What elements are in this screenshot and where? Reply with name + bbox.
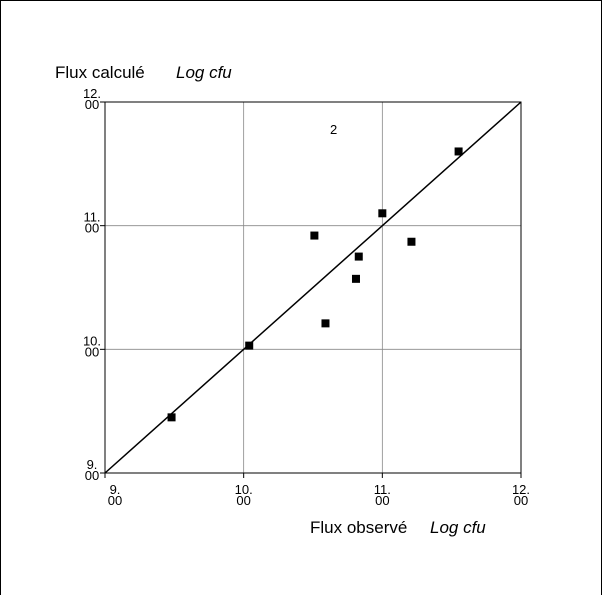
- x-tick-label: 9. 00: [108, 482, 122, 508]
- point: [245, 341, 254, 350]
- plot-area: [104, 101, 522, 474]
- point: [321, 319, 330, 328]
- x-axis-unit: Log cfu: [430, 518, 486, 537]
- point: [407, 237, 416, 246]
- point: [378, 209, 387, 218]
- x-tick-label: 12. 00: [512, 482, 530, 508]
- point: [351, 274, 360, 283]
- y-tick-label: 10. 00: [83, 333, 101, 359]
- x-axis-title: Flux observé: [310, 518, 407, 537]
- y-axis-title: Flux calculé: [55, 63, 145, 82]
- point: [354, 252, 363, 261]
- point: [310, 231, 319, 240]
- y-tick-label: 12. 00: [83, 86, 101, 112]
- x-tick-label: 11. 00: [374, 482, 391, 508]
- annotation: 2: [330, 122, 337, 137]
- y-axis-unit: Log cfu: [176, 63, 232, 82]
- x-tick-label: 10. 00: [235, 482, 253, 508]
- point: [454, 147, 463, 156]
- y-tick-label: 9. 00: [85, 457, 99, 483]
- point: [167, 413, 176, 422]
- y-tick-label: 11. 00: [83, 210, 100, 236]
- identity-line: [104, 101, 522, 474]
